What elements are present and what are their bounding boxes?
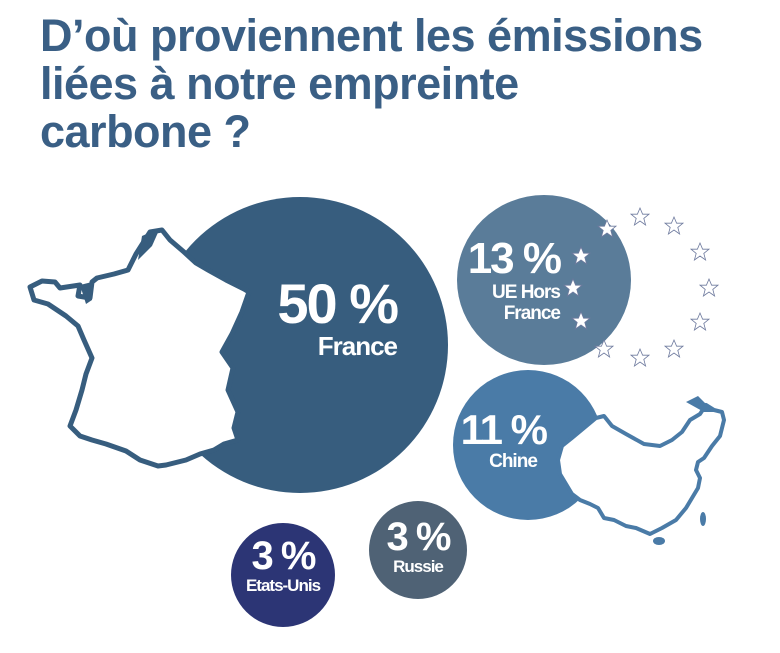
label-france: 50 % France xyxy=(255,272,399,361)
label-chine: 11 % Chine xyxy=(450,406,548,473)
page-title: D’où proviennent les émissions liées à n… xyxy=(40,12,703,156)
country-russie: Russie xyxy=(393,557,444,576)
percent-france: 50 % xyxy=(277,272,399,335)
label-ue: 13 % UE Hors France xyxy=(452,234,562,325)
percent-russie: 3 % xyxy=(386,515,452,559)
label-etats-unis: 3 % Etats-Unis xyxy=(232,535,334,595)
country-etats-unis: Etats-Unis xyxy=(245,576,321,595)
percent-chine: 11 % xyxy=(460,406,548,453)
bubble-ue xyxy=(457,195,631,365)
country-chine: Chine xyxy=(489,451,538,472)
title-line-2: liées à notre empreinte xyxy=(40,58,519,109)
country-ue-line2: France xyxy=(503,303,561,324)
country-france: France xyxy=(317,331,398,361)
bubble-russie xyxy=(369,501,467,599)
percent-ue: 13 % xyxy=(467,234,562,283)
label-russie: 3 % Russie xyxy=(369,516,467,576)
bubble-etats-unis xyxy=(231,523,335,627)
title-line-1: D’où proviennent les émissions xyxy=(40,10,703,61)
title-line-3: carbone ? xyxy=(40,106,251,157)
country-ue-line1: UE Hors xyxy=(492,282,561,303)
percent-etats-unis: 3 % xyxy=(251,534,317,578)
